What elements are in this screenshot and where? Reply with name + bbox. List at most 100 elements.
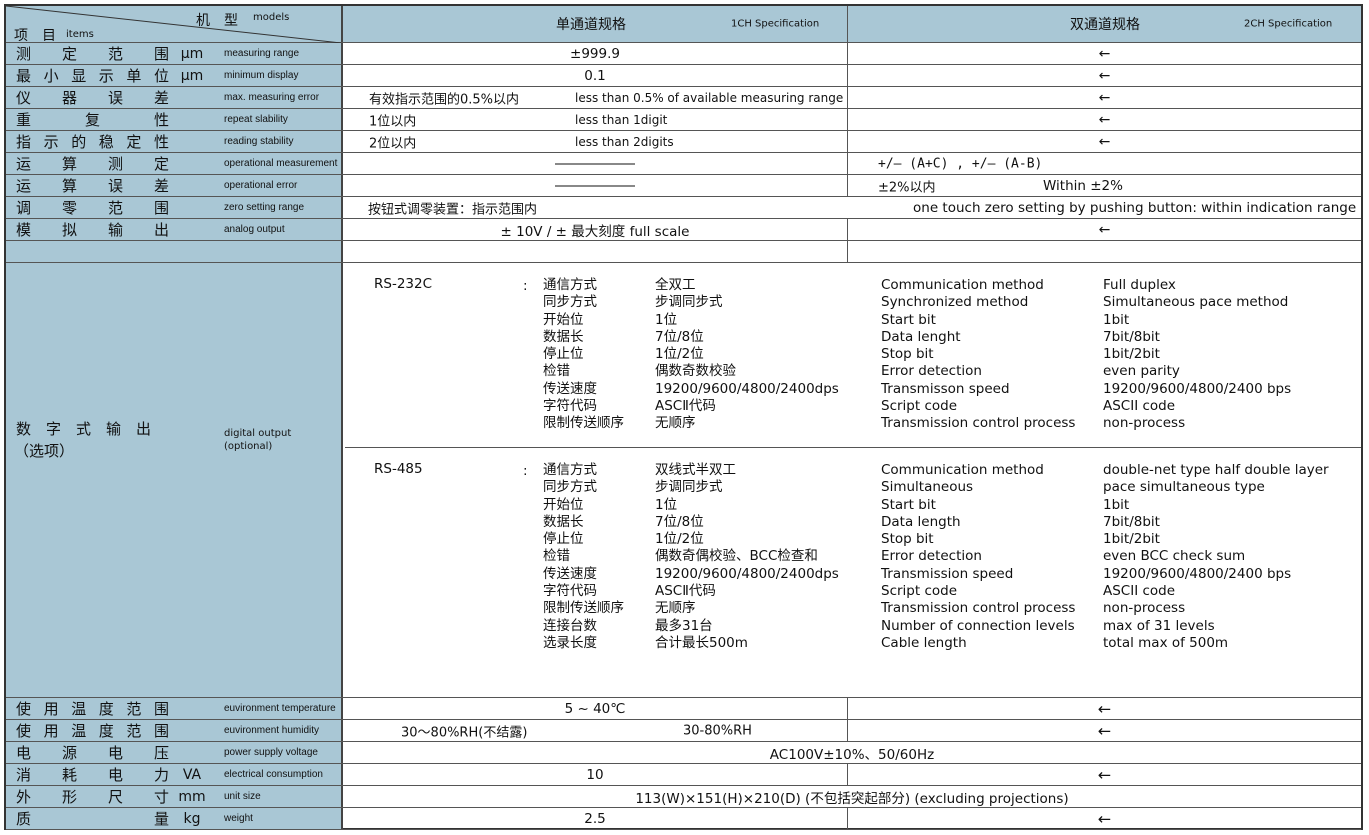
cell-text: ← [1097,721,1112,740]
label-en: zero setting range [224,202,305,213]
cell-1ch: 有效指示范围的0.5%以内 less than 0.5% of available… [343,87,848,108]
cell-1ch [343,175,848,196]
cn-label: 传送速度 [543,380,597,397]
label-en: electrical consumption [224,769,323,780]
en-value: even parity [1103,363,1180,380]
cn-value-column: 全双工 步调同步式 1位 7位/8位 1位/2位 偶数奇数校验 19200/9600/480… [655,277,839,433]
cell-text: 2CH Specification [1244,18,1333,30]
dash-wrap [555,156,635,171]
table-row: 电源电压 power supply voltage AC100V±10%、50/60… [6,742,1361,764]
label-en: measuring range [224,48,300,59]
en-label: Start bit [881,311,936,328]
dash-mark [555,163,635,164]
en-value: even BCC check sum [1103,548,1246,565]
cn-label: 限制传送顺序 [543,415,624,432]
cn-label: 开始位 [543,311,584,328]
table-row: 重复性 repeat slability 1位以内 less than 1digit ← [6,109,1361,131]
cell-text: 1位以内 [369,114,417,129]
row-label: 模拟输出 analog output [6,219,343,240]
cell-text: 双通道规格 [1070,17,1140,33]
cn-value: 偶数奇偶校验、BCC检查和 [655,548,818,565]
label-cn: 重复性 [16,110,169,129]
row-label: 最小显示单位 μm minimum display [6,65,343,86]
en-label: Start bit [881,496,936,513]
row-label: 使用温度范围 euvironment temperature [6,698,343,719]
cn-value: ASCⅡ代码 [655,583,716,600]
cell-2ch: ← [848,87,1361,108]
cell-text: ← [1097,809,1112,828]
label-en: max. measuring error [224,92,320,103]
cell-text: 1CH Specification [731,18,820,30]
en-value: Full duplex [1103,277,1176,293]
digital-label: 数 字 式 输 出 （选项） digital output (optional) [6,263,343,697]
cn-label: 字符代码 [543,398,597,415]
en-label: Simultaneous [881,479,974,496]
row-label: 电源电压 power supply voltage [6,742,343,763]
table-row: 最小显示单位 μm minimum display 0.1 ← [6,65,1361,87]
protocol-name: RS-232C [374,276,433,292]
label-cn: 调零范围 [16,198,169,217]
cell-2ch: +/— (A+C) , +/— (A-B) [848,153,1361,174]
en-value-column: Full duplex Simultaneous pace method 1bit 7… [1103,277,1291,433]
en-value: 19200/9600/4800/2400 bps [1103,380,1292,397]
table-row: 调零范围 zero setting range 按钮式调零装置：指示范围内 one t… [6,197,1361,219]
label-unit: μm [180,45,204,62]
cell-text: 单通道规格 [556,17,626,33]
cell-1ch: ±999.9 [343,43,848,64]
label-en: operational measurement [224,158,338,169]
row-label: 运算测定 operational measurement [6,153,343,174]
cn-label: 数据长 [543,513,584,530]
cell-text: Within ±2% [1043,177,1123,194]
en-label: Transmisson speed [881,380,1010,397]
cn-label: 传送速度 [543,565,597,582]
label-en: operational error [224,180,298,191]
cn-label: 字符代码 [543,583,597,600]
cell-2ch: ← [848,65,1361,86]
en-value: double-net type half double layer [1103,462,1329,478]
label-cn: 运算测定 [16,154,169,173]
en-label-column: Communication method Simultaneous Start bi… [881,462,1075,652]
en-label: Data length [881,513,961,530]
cn-value: 无顺序 [655,415,696,432]
cn-value: 1位/2位 [655,346,704,363]
cn-value: 合计最长500m [655,634,748,651]
table-row [6,241,1361,263]
table-row: 使用温度范围 euvironment temperature 5 ~ 40℃ ← [6,698,1361,720]
label-cn: 使用温度范围 [16,699,169,718]
table-row: 使用温度范围 euvironment humidity 30～80%RH(不结露) 3… [6,720,1361,742]
en-value: non-process [1103,600,1186,617]
cell-text: ±999.9 [570,45,620,62]
span-cell: AC100V±10%、50/60Hz [343,742,1361,763]
en-label-column: Communication method Synchronized method S… [881,277,1075,433]
en-value: pace simultaneous type [1103,479,1265,496]
en-label: Error detection [881,363,982,380]
row-label: 重复性 repeat slability [6,109,343,130]
row-label: 消耗电力 VA electrical consumption [6,764,343,785]
en-label: Script code [881,398,958,415]
cell-text: ← [1098,221,1111,238]
label-cn: 测定范围 [16,44,169,63]
cn-value: 1位 [655,311,678,328]
cell-text: less than 0.5% of available measuring ra… [575,90,844,105]
cn-value: 1位 [655,496,678,513]
cell-text: ← [1098,89,1111,106]
en-value: 7bit/8bit [1103,328,1160,345]
label-unit: mm [178,788,206,805]
cell-text: one touch zero setting by pushing button… [913,199,1357,216]
cell-text: 30-80%RH [683,723,752,738]
spec-table: 机 型 models 项 目 items 单通道规格 1CH Specification 双… [4,4,1363,830]
protocol-name: RS-485 [374,461,423,477]
blank-2ch [848,241,1361,262]
cell-1ch: 30～80%RH(不结露) 30-80%RH [343,720,848,741]
cell-text: 30～80%RH(不结露) [401,725,528,740]
cell-text: ← [1098,67,1111,84]
colon: : [523,278,528,294]
blank-label [6,241,343,262]
cn-value: 19200/9600/4800/2400dps [655,380,839,397]
cell-text: +/— (A+C) , +/— (A-B) [878,156,1043,171]
label-cn: 使用温度范围 [16,721,169,740]
cell-1ch: 5 ~ 40℃ [343,698,848,719]
cell-text: 有效指示范围的0.5%以内 [369,92,520,107]
cell-2ch: ← [848,764,1361,785]
en-label: Cable length [881,634,967,651]
